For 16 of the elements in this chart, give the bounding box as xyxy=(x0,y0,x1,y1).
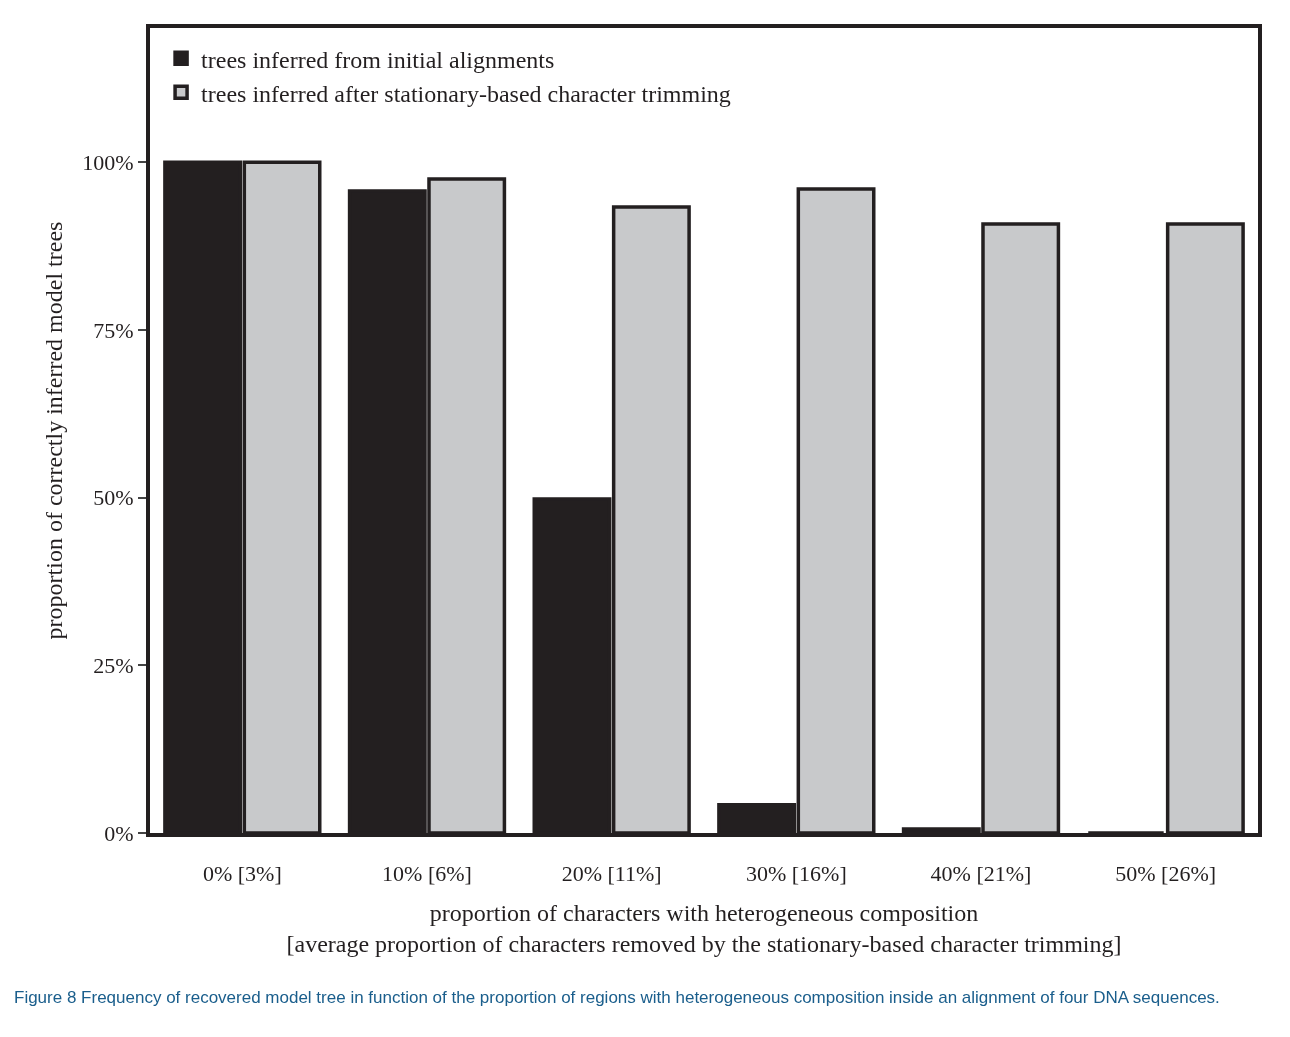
y-tick-label: 100% xyxy=(82,149,134,175)
x-tick-label: 10% [6%] xyxy=(382,861,472,887)
y-tick-label: 25% xyxy=(93,652,134,678)
x-axis-title: proportion of characters with heterogeneous composition [average proportion of characters removed by the stationary-based character trimming] xyxy=(286,900,1122,958)
y-tick-label: 50% xyxy=(93,485,134,511)
legend-label: trees inferred from initial alignments xyxy=(201,46,555,73)
x-tick-label: 30% [16%] xyxy=(745,861,847,887)
y-tick-label: 75% xyxy=(93,317,134,343)
caption: Figure 8 Frequency of recovered model tree in function of the proportion of regions with heterogeneous composition inside an alignment of four DNA sequences. xyxy=(14,988,1220,1007)
y-tick-label: 0% xyxy=(104,820,134,846)
x-tick-label: 50% [26%] xyxy=(1115,861,1217,887)
x-tick-label: 20% [11%] xyxy=(561,861,662,887)
legend-label: trees inferred after stationary-based character trimming xyxy=(201,80,731,107)
y-axis-title: proportion of correctly inferred model trees xyxy=(40,221,67,640)
x-tick-label: 40% [21%] xyxy=(930,861,1032,887)
x-tick-label: 0% [3%] xyxy=(202,861,282,887)
